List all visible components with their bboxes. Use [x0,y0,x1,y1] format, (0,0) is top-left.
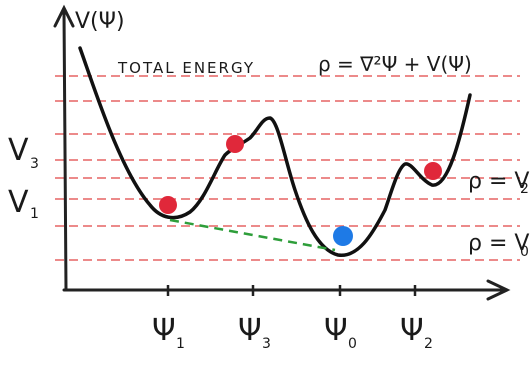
ball-red-psi1 [159,196,177,214]
x-tick-letter: Ψ [324,313,348,348]
right-label-text: ρ = V [468,169,529,194]
x-axis-arrowhead [486,279,511,301]
y-level-label-v3: V 3 [8,133,39,172]
right-label-rho-v0: ρ = V 0 [468,231,529,260]
x-tick-subscript: 2 [424,336,433,352]
tangent-line [169,218,336,252]
y-axis [62,10,68,292]
ball-red-psi2 [424,162,442,180]
ball-blue-psi0 [333,226,353,246]
x-tick-letter: Ψ [238,313,262,348]
x-label-psi1: Ψ 1 [152,313,185,352]
x-tick-subscript: 0 [348,336,357,352]
x-tick-subscript: 1 [176,336,185,352]
diagram-title: TOTAL ENERGY [117,59,255,77]
x-label-psi3: Ψ 3 [238,313,271,352]
y-axis-label: V(Ψ) [75,9,125,34]
energy-curve [78,46,472,257]
y-level-letter: V [8,185,29,220]
x-label-psi2: Ψ 2 [400,313,433,352]
axes [53,4,511,301]
x-label-psi0: Ψ 0 [324,313,357,352]
formula: ρ = ∇²Ψ + V(Ψ) [318,52,472,76]
x-tick-letter: Ψ [152,313,176,348]
right-label-subscript: 0 [520,244,529,260]
x-tick-letter: Ψ [400,313,424,348]
y-level-label-v1: V 1 [8,185,39,222]
y-level-subscript: 3 [30,156,39,172]
y-level-subscript: 1 [30,206,39,222]
x-tick-subscript: 3 [262,336,271,352]
right-label-rho-v2: ρ = V 2 [468,169,529,197]
right-label-subscript: 2 [520,181,529,197]
y-level-letter: V [8,133,29,168]
x-tick-marks [166,285,417,296]
right-label-text: ρ = V [468,231,529,256]
ball-red-psi3 [226,135,244,153]
y-axis-arrowhead [53,4,75,28]
